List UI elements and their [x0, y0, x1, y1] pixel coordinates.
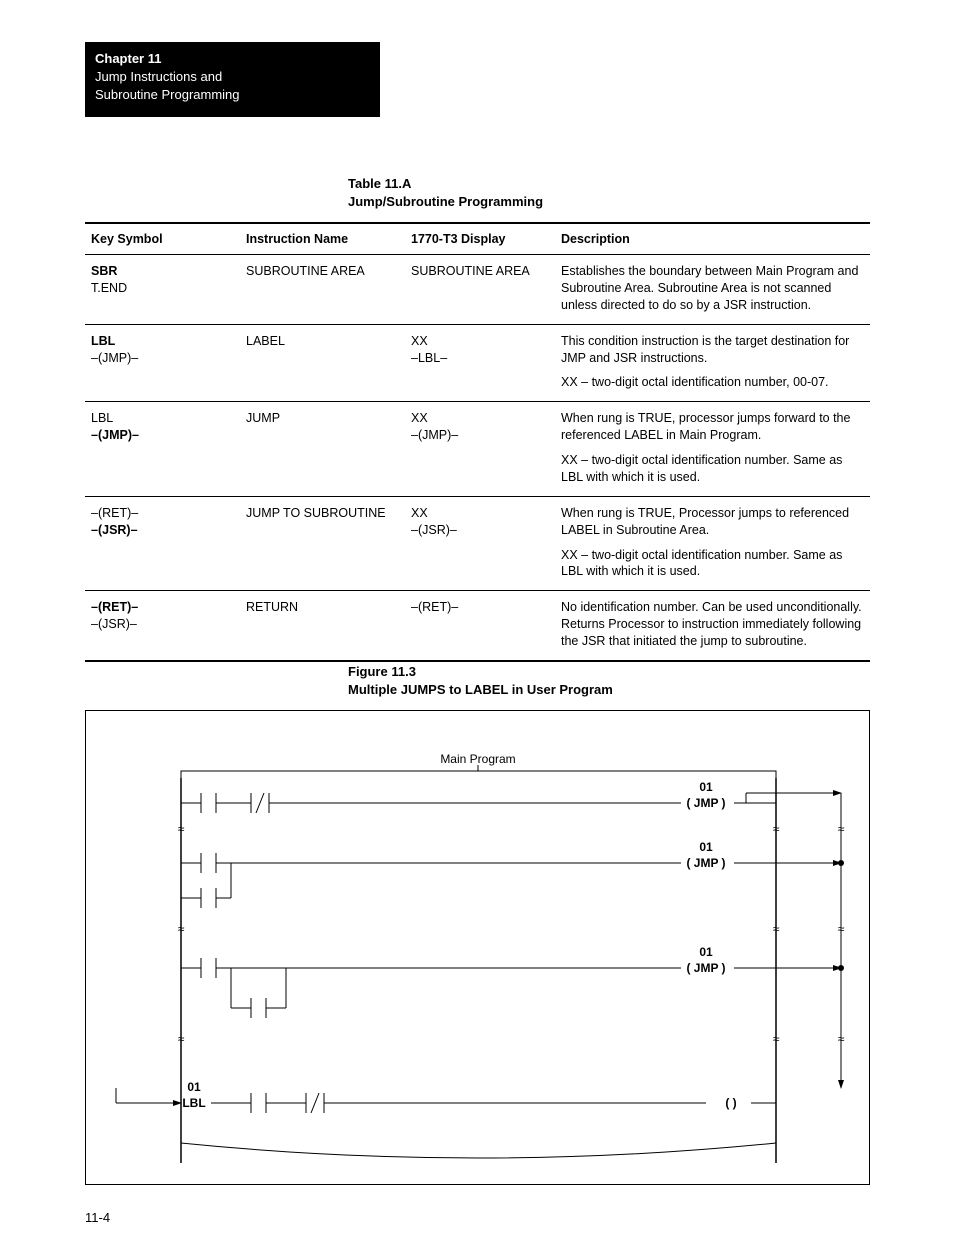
page-number: 11-4: [85, 1210, 110, 1225]
key-symbol-strong: LBL: [91, 334, 115, 348]
svg-text:( JMP ): ( JMP ): [686, 961, 725, 975]
rung-1: 01 ( JMP ): [181, 780, 841, 813]
chapter-header: Chapter 11 Jump Instructions and Subrout…: [85, 42, 380, 117]
key-symbol-rest: –(JSR)–: [91, 617, 137, 631]
disp-l1: SUBROUTINE AREA: [411, 264, 530, 278]
svg-text:≈: ≈: [178, 1032, 185, 1046]
svg-text:( JMP ): ( JMP ): [686, 856, 725, 870]
chapter-subtitle-1: Jump Instructions and: [95, 68, 370, 86]
table-row: –(RET)– –(JSR)– JUMP TO SUBROUTINE XX –(…: [85, 496, 870, 591]
svg-text:( JMP ): ( JMP ): [686, 796, 725, 810]
disp-l1: XX: [411, 506, 428, 520]
ladder-svg: Main Program 01 ( JMP ) ≈ ≈ ≈: [86, 723, 869, 1183]
chapter-number: Chapter 11: [95, 50, 370, 68]
desc-p1: This condition instruction is the target…: [561, 334, 849, 365]
desc-p2: XX – two-digit octal identification numb…: [561, 374, 864, 391]
table-row: –(RET)– –(JSR)– RETURN –(RET)– No identi…: [85, 591, 870, 661]
svg-text:≈: ≈: [773, 922, 780, 936]
desc-p2: XX – two-digit octal identification numb…: [561, 452, 864, 486]
disp-l1: XX: [411, 411, 428, 425]
svg-text:≈: ≈: [838, 822, 845, 836]
desc-p2: XX – two-digit octal identification numb…: [561, 547, 864, 581]
disp-l2: –(JSR)–: [411, 523, 457, 537]
svg-text:≈: ≈: [838, 1032, 845, 1046]
table-row: LBL –(JMP)– LABEL XX –LBL– This conditio…: [85, 324, 870, 402]
figure-caption-number: Figure 11.3: [348, 663, 613, 681]
rung-3: 01 ( JMP ): [181, 945, 844, 1018]
desc-p1: Establishes the boundary between Main Pr…: [561, 264, 858, 312]
svg-text:≈: ≈: [773, 822, 780, 836]
rung-2: 01 ( JMP ): [181, 840, 844, 908]
svg-text:≈: ≈: [178, 822, 185, 836]
svg-text:LBL: LBL: [182, 1096, 205, 1110]
key-symbol-strong: SBR: [91, 264, 117, 278]
key-symbol-head: –(RET)–: [91, 506, 138, 520]
instr-name: RETURN: [240, 591, 405, 661]
desc-p1: When rung is TRUE, processor jumps forwa…: [561, 411, 850, 442]
instr-name: SUBROUTINE AREA: [240, 255, 405, 325]
key-symbol-rest: –(JMP)–: [91, 351, 138, 365]
th-instruction-name: Instruction Name: [240, 223, 405, 255]
disp-l1: –(RET)–: [411, 600, 458, 614]
key-symbol-rest: –(JMP)–: [91, 428, 139, 442]
figure-caption-title: Multiple JUMPS to LABEL in User Program: [348, 681, 613, 699]
ladder-diagram: Main Program 01 ( JMP ) ≈ ≈ ≈: [85, 710, 870, 1185]
table-caption-title: Jump/Subroutine Programming: [348, 193, 543, 211]
key-symbol-strong: –(RET)–: [91, 600, 138, 614]
disp-l2: –LBL–: [411, 351, 447, 365]
svg-text:01: 01: [699, 840, 713, 854]
chapter-subtitle-2: Subroutine Programming: [95, 86, 370, 104]
th-description: Description: [555, 223, 870, 255]
key-symbol-head: LBL: [91, 411, 113, 425]
key-symbol-rest: T.END: [91, 281, 127, 295]
key-symbol-rest: –(JSR)–: [91, 523, 138, 537]
instr-name: LABEL: [240, 324, 405, 402]
svg-text:( ): ( ): [725, 1096, 736, 1110]
table-header-row: Key Symbol Instruction Name 1770-T3 Disp…: [85, 223, 870, 255]
svg-text:01: 01: [699, 945, 713, 959]
svg-text:≈: ≈: [838, 922, 845, 936]
table-row: SBR T.END SUBROUTINE AREA SUBROUTINE ARE…: [85, 255, 870, 325]
th-key-symbol: Key Symbol: [85, 223, 240, 255]
instr-name: JUMP: [240, 402, 405, 497]
svg-text:01: 01: [699, 780, 713, 794]
desc-p1: No identification number. Can be used un…: [561, 600, 862, 648]
instr-name: JUMP TO SUBROUTINE: [240, 496, 405, 591]
diagram-title: Main Program: [440, 752, 515, 766]
svg-text:01: 01: [187, 1080, 201, 1094]
disp-l1: XX: [411, 334, 428, 348]
disp-l2: –(JMP)–: [411, 428, 458, 442]
figure-caption: Figure 11.3 Multiple JUMPS to LABEL in U…: [348, 663, 613, 699]
desc-p1: When rung is TRUE, Processor jumps to re…: [561, 506, 849, 537]
rung-4: 01 LBL ( ): [116, 1080, 841, 1113]
table-caption-number: Table 11.A: [348, 175, 543, 193]
th-display: 1770-T3 Display: [405, 223, 555, 255]
table-caption: Table 11.A Jump/Subroutine Programming: [348, 175, 543, 211]
instruction-table: Key Symbol Instruction Name 1770-T3 Disp…: [85, 222, 870, 662]
svg-text:≈: ≈: [178, 922, 185, 936]
table-row: LBL –(JMP)– JUMP XX –(JMP)– When rung is…: [85, 402, 870, 497]
svg-text:≈: ≈: [773, 1032, 780, 1046]
